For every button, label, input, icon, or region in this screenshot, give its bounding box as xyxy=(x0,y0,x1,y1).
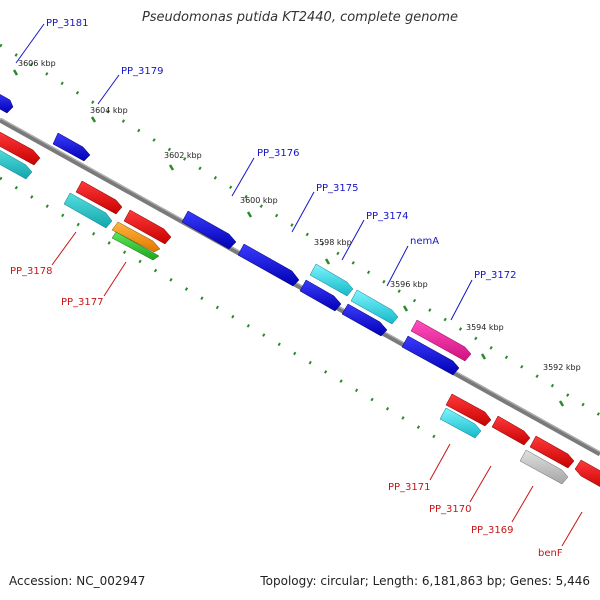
leader-pp3172 xyxy=(450,279,473,321)
scale-label-3598: 3598 kbp xyxy=(314,238,352,247)
gene-pp3175[interactable] xyxy=(237,243,300,287)
scale-label-3604: 3604 kbp xyxy=(90,106,128,115)
tick-3602 xyxy=(168,164,175,171)
major-ticks xyxy=(12,69,565,407)
gene-pp3177-c[interactable] xyxy=(111,231,160,261)
gene-pp3179[interactable] xyxy=(52,132,91,162)
topology-text: Topology: circular; Length: 6,181,863 bp… xyxy=(260,574,590,588)
label-pp3176[interactable]: PP_3176 xyxy=(257,148,300,159)
gene-pp3172-b[interactable] xyxy=(401,335,460,376)
gene-pp3174-a[interactable] xyxy=(309,263,354,297)
gene-pp3172[interactable] xyxy=(410,319,472,362)
leader-pp3171 xyxy=(429,443,451,481)
gene-pp3171-b[interactable] xyxy=(439,407,482,439)
leader-nema xyxy=(386,245,409,287)
gene-pp3178-a[interactable] xyxy=(75,180,123,215)
leader-pp3169 xyxy=(511,485,534,523)
label-nema[interactable]: nemA xyxy=(410,236,439,247)
reverse-genes xyxy=(0,131,600,490)
gene-nema-a[interactable] xyxy=(350,289,399,325)
tick-3598 xyxy=(324,258,331,265)
tick-3596 xyxy=(402,305,409,312)
map-title: Pseudomonas putida KT2440, complete geno… xyxy=(141,10,459,25)
leader-pp3178 xyxy=(51,231,77,266)
leader-pp3177 xyxy=(103,261,127,297)
gene-pp3176[interactable] xyxy=(181,210,237,250)
tick-3594 xyxy=(480,353,487,360)
outer-ruler-line xyxy=(0,43,600,417)
genome-backbone-highlight xyxy=(0,117,600,453)
label-pp3174[interactable]: PP_3174 xyxy=(366,211,409,222)
gene-pp3170[interactable] xyxy=(491,415,531,446)
gene-pp3181[interactable] xyxy=(0,91,14,114)
leader-benf xyxy=(561,511,583,547)
gene-pp3177-a[interactable] xyxy=(123,209,172,245)
genome-backbone xyxy=(0,117,600,457)
scale-label-3600: 3600 kbp xyxy=(240,196,278,205)
label-pp3177[interactable]: PP_3177 xyxy=(61,297,104,308)
gene-pp3178-b[interactable] xyxy=(63,192,113,229)
tick-3606 xyxy=(12,69,19,76)
forward-genes xyxy=(0,91,472,376)
label-pp3181[interactable]: PP_3181 xyxy=(46,18,89,29)
leader-pp3170 xyxy=(469,465,492,503)
label-pp3170[interactable]: PP_3170 xyxy=(429,504,472,515)
gene-pp3169-b[interactable] xyxy=(519,449,569,485)
scale-label-3594: 3594 kbp xyxy=(466,323,504,332)
tick-3604 xyxy=(90,116,97,123)
gene-left-red[interactable] xyxy=(0,131,41,166)
label-pp3178[interactable]: PP_3178 xyxy=(10,266,53,277)
label-pp3179[interactable]: PP_3179 xyxy=(121,66,164,77)
tick-3600 xyxy=(246,211,253,218)
leader-pp3174 xyxy=(341,219,365,261)
gene-pp3171-a[interactable] xyxy=(445,393,492,427)
label-pp3169[interactable]: PP_3169 xyxy=(471,525,514,536)
gene-nema-b[interactable] xyxy=(341,303,388,337)
gene-left-cyan[interactable] xyxy=(0,148,33,180)
gene-pp3174-b[interactable] xyxy=(299,279,342,312)
leader-pp3176 xyxy=(231,157,255,197)
label-benf[interactable]: benF xyxy=(538,548,563,559)
scale-label-3602: 3602 kbp xyxy=(164,151,202,160)
scale-label-3592: 3592 kbp xyxy=(543,363,581,372)
leader-pp3179 xyxy=(97,74,120,105)
tick-3592 xyxy=(558,400,565,407)
gene-benf[interactable] xyxy=(574,459,600,490)
accession-text: Accession: NC_002947 xyxy=(9,574,146,588)
label-pp3172[interactable]: PP_3172 xyxy=(474,270,517,281)
scale-label-3596: 3596 kbp xyxy=(390,280,428,289)
label-pp3175[interactable]: PP_3175 xyxy=(316,183,359,194)
leader-pp3181 xyxy=(15,23,45,64)
gene-pp3177-b[interactable] xyxy=(111,221,161,253)
label-pp3171[interactable]: PP_3171 xyxy=(388,482,431,493)
leader-pp3175 xyxy=(291,191,315,233)
gene-pp3169-a[interactable] xyxy=(529,435,575,469)
scale-label-3606: 3606 kbp xyxy=(18,59,56,68)
